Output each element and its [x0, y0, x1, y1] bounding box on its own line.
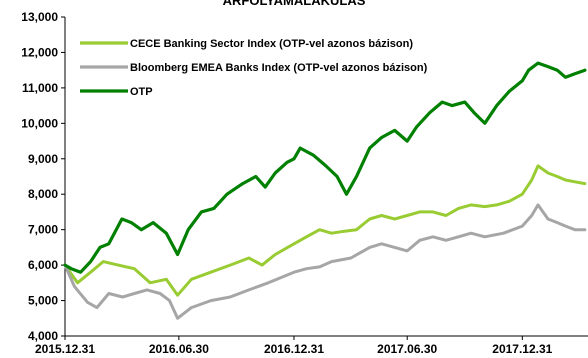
y-axis-ticks: 4,000 5,000 6,000 7,000 8,000 9,000 10,000 11,0… — [21, 10, 65, 343]
legend-label-3: OTP — [130, 86, 153, 98]
x-tick-label: 2017.12.31 — [492, 342, 552, 356]
x-tick-label: 2016.06.30 — [149, 342, 209, 356]
y-tick-label: 13,000 — [21, 10, 58, 24]
x-tick-label: 2015.12.31 — [35, 342, 95, 356]
x-axis-ticks: 2015.12.31 2016.06.30 2016.12.31 2017.06.30… — [35, 336, 553, 356]
x-tick-label: 2017.06.30 — [377, 342, 437, 356]
axes — [64, 17, 588, 337]
legend-label-1: CECE Banking Sector Index (OTP-vel azono… — [130, 38, 413, 50]
legend-label-2: Bloomberg EMEA Banks Index (OTP-vel azon… — [130, 62, 428, 74]
chart-title: ÁRFOLYAMALAKULÁS — [223, 0, 366, 8]
x-tick-label: 2016.12.31 — [264, 342, 324, 356]
legend: CECE Banking Sector Index (OTP-vel azono… — [80, 38, 428, 98]
y-tick-label: 11,000 — [22, 81, 58, 95]
y-tick-label: 10,000 — [21, 116, 58, 130]
y-tick-label: 5,000 — [28, 294, 58, 308]
series-line-2 — [63, 203, 587, 320]
series-line-3 — [63, 61, 587, 274]
y-tick-label: 8,000 — [28, 187, 58, 201]
series-lines — [63, 61, 587, 320]
y-tick-label: 4,000 — [28, 329, 58, 343]
y-tick-label: 7,000 — [28, 223, 58, 237]
y-tick-label: 6,000 — [28, 258, 58, 272]
y-tick-label: 9,000 — [28, 152, 58, 166]
y-tick-label: 12,000 — [21, 45, 58, 59]
series-line-1 — [63, 164, 587, 297]
